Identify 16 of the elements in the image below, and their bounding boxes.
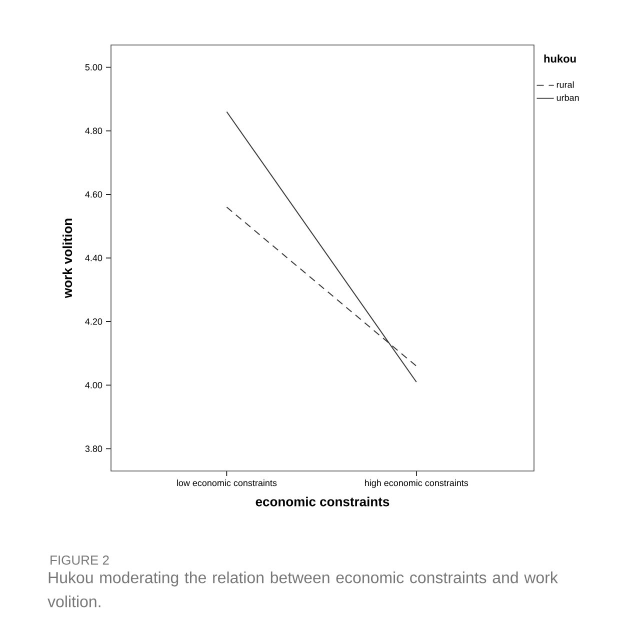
x-tick-label: low economic constraints <box>177 480 277 486</box>
y-tick-label: 5.00 <box>85 64 102 70</box>
y-tick-label: 4.80 <box>85 128 102 134</box>
legend-label: rural <box>556 81 574 88</box>
y-axis-title: work volition <box>62 218 72 298</box>
x-axis-title: economic constraints <box>256 496 390 506</box>
caption: FIGURE 2 <box>50 556 109 565</box>
y-tick-label: 4.00 <box>85 382 102 388</box>
y-tick-label: 4.60 <box>85 191 102 198</box>
x-tick-label: high economic constraints <box>364 480 468 488</box>
y-tick-label: 4.40 <box>85 254 102 262</box>
y-tick-label: 3.80 <box>85 446 102 452</box>
legend-title: hukou <box>544 54 576 63</box>
legend-label: urban <box>556 94 579 101</box>
text: Hukou moderating the relation between economic constraints and work volition. <box>48 572 558 608</box>
y-tick-label: 4.20 <box>85 318 102 325</box>
